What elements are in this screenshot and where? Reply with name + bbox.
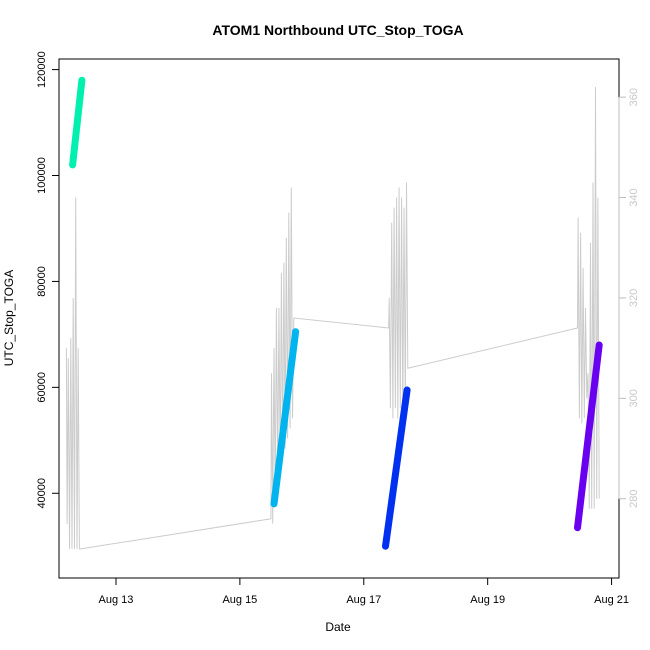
y-tick-label: 120000	[36, 51, 48, 88]
x-tick-label: Aug 17	[346, 594, 381, 606]
plot-frame	[58, 58, 620, 579]
x-axis-label: Date	[325, 620, 351, 634]
x-tick-label: Aug 19	[470, 594, 505, 606]
y2-tick-label: 360	[628, 88, 640, 106]
series-1-points	[69, 76, 86, 169]
y-axis: 40000 60000 80000 100000 120000	[36, 51, 60, 509]
series-4-points	[574, 341, 603, 532]
y2-tick-label: 340	[628, 188, 640, 206]
y-tick-label: 60000	[36, 372, 48, 403]
y2-axis: 280 300 320 340 360	[618, 88, 640, 508]
secondary-trace-layer	[65, 87, 600, 550]
x-tick-label: Aug 21	[594, 594, 629, 606]
y-tick-label: 40000	[36, 478, 48, 509]
y2-tick-label: 300	[628, 389, 640, 407]
x-tick-label: Aug 15	[222, 594, 257, 606]
x-axis: Aug 13 Aug 15 Aug 17 Aug 19 Aug 21	[99, 577, 629, 606]
series-layer	[69, 76, 603, 550]
series-3-points	[382, 386, 411, 550]
y-tick-label: 80000	[36, 266, 48, 297]
x-tick-label: Aug 13	[99, 594, 134, 606]
secondary-trace-line	[65, 87, 600, 550]
series-2-points	[270, 328, 300, 508]
y-axis-label: UTC_Stop_TOGA	[2, 270, 16, 366]
y2-tick-label: 280	[628, 490, 640, 508]
chart-title: ATOM1 Northbound UTC_Stop_TOGA	[212, 22, 463, 38]
y-tick-label: 100000	[36, 157, 48, 194]
y2-tick-label: 320	[628, 289, 640, 307]
